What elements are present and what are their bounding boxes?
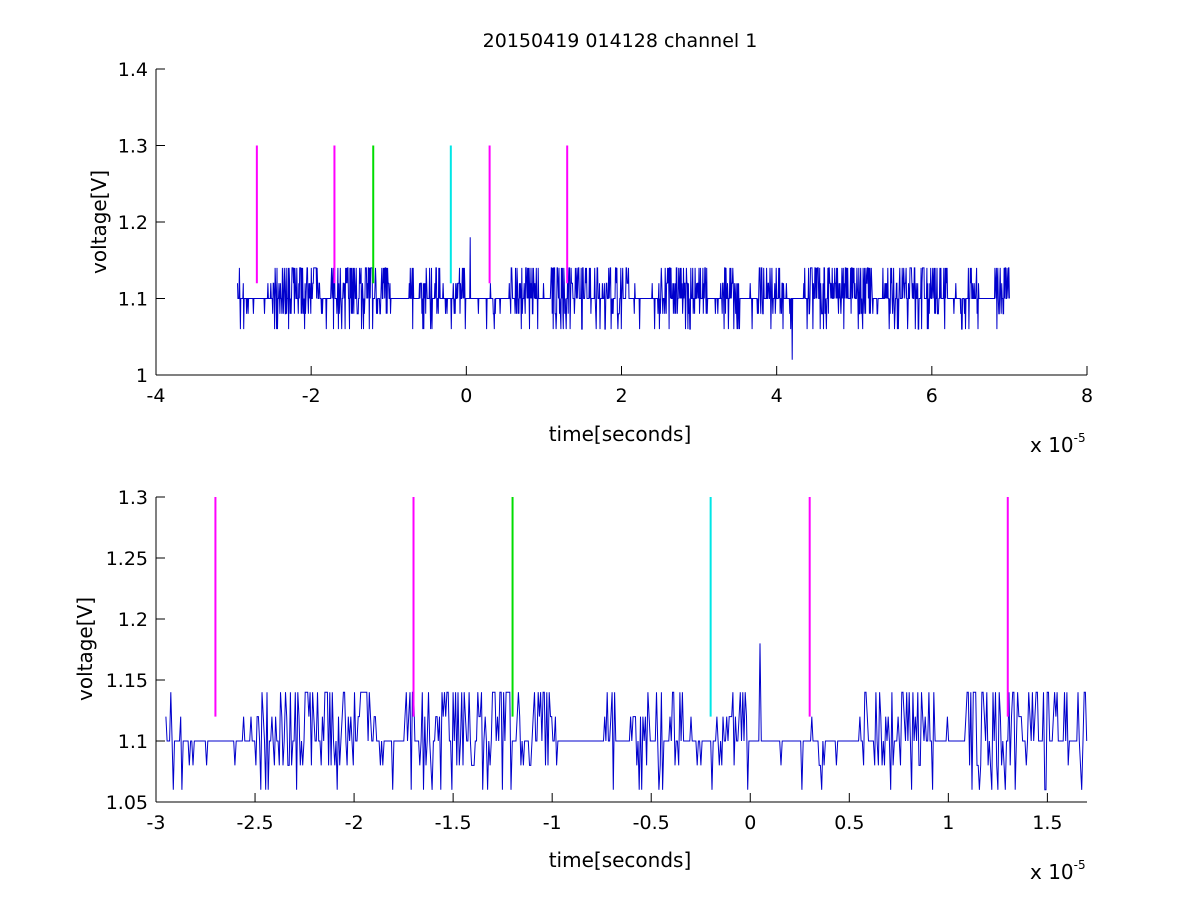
top-x-axis-label: time[seconds] (549, 422, 692, 446)
top-x-tick-label: 6 (926, 385, 938, 407)
bottom-series-layer (165, 643, 1088, 791)
bottom-y-tick-label: 1.25 (106, 548, 148, 570)
bottom-y-axis-label: voltage[V] (73, 597, 97, 701)
bottom-y-tick-label: 1.05 (106, 792, 148, 814)
top-x-tick-label: 0 (460, 385, 472, 407)
top-x-tick-label: -2 (302, 385, 321, 407)
bottom-subplot: -3 -2.5 -2 -1.5 -1 -0.5 0 0.5 1 1.5 1.05 1.1 1.15 1.2… (73, 487, 1088, 884)
top-x-tick-label: 2 (615, 385, 627, 407)
top-x-tick-label: 8 (1081, 385, 1093, 407)
bottom-x-tick-label: -2 (345, 812, 364, 834)
bottom-y-tick-label: 1.15 (106, 670, 148, 692)
top-y-tick-label: 1.3 (118, 136, 148, 158)
bottom-x-tick-label: -1 (543, 812, 562, 834)
bottom-y-tick-label: 1.2 (118, 609, 148, 631)
bottom-x-exponent-power: -5 (1074, 858, 1086, 872)
bottom-plot-area (156, 497, 1087, 802)
bottom-x-tick-label: 0 (744, 812, 756, 834)
top-voltage-series (237, 237, 1010, 360)
bottom-y-tick-label: 1.1 (118, 731, 148, 753)
top-y-tick-label: 1.2 (118, 212, 148, 234)
top-subplot: -4 -2 0 2 4 6 8 1 1.1 1.2 1.3 1.4 time[seconds] vol… (87, 59, 1093, 457)
top-x-exponent-base: x 10 (1030, 433, 1074, 457)
top-series-layer (237, 237, 1010, 360)
top-axis-layer: -4 -2 0 2 4 6 8 1 1.1 1.2 1.3 1.4 (118, 59, 1093, 407)
bottom-x-exponent-base: x 10 (1030, 860, 1074, 884)
bottom-x-tick-label: 1 (942, 812, 954, 834)
bottom-x-tick-label: -2.5 (237, 812, 274, 834)
bottom-x-tick-label: -0.5 (633, 812, 670, 834)
top-marker-layer (255, 145, 569, 284)
top-x-exponent-power: -5 (1074, 431, 1086, 445)
top-y-tick-label: 1 (136, 365, 148, 387)
top-x-tick-label: -4 (147, 385, 166, 407)
bottom-x-tick-label: -1.5 (435, 812, 472, 834)
top-y-tick-label: 1.4 (118, 59, 148, 81)
bottom-marker-layer (214, 497, 1009, 717)
bottom-x-tick-label: 1.5 (1032, 812, 1062, 834)
top-x-exponent: x 10-5 (1030, 431, 1086, 457)
bottom-x-tick-label: 0.5 (834, 812, 864, 834)
bottom-x-tick-label: -3 (147, 812, 166, 834)
bottom-y-tick-label: 1.3 (118, 487, 148, 509)
figure-title: 20150419 014128 channel 1 (483, 30, 758, 52)
bottom-x-axis-label: time[seconds] (549, 848, 692, 872)
top-y-tick-label: 1.1 (118, 289, 148, 311)
top-x-tick-label: 4 (771, 385, 783, 407)
bottom-voltage-series (165, 643, 1088, 791)
bottom-axis-layer: -3 -2.5 -2 -1.5 -1 -0.5 0 0.5 1 1.5 1.05 1.1 1.15 1.2… (106, 487, 1087, 834)
top-y-axis-label: voltage[V] (87, 170, 111, 274)
bottom-x-exponent: x 10-5 (1030, 858, 1086, 884)
